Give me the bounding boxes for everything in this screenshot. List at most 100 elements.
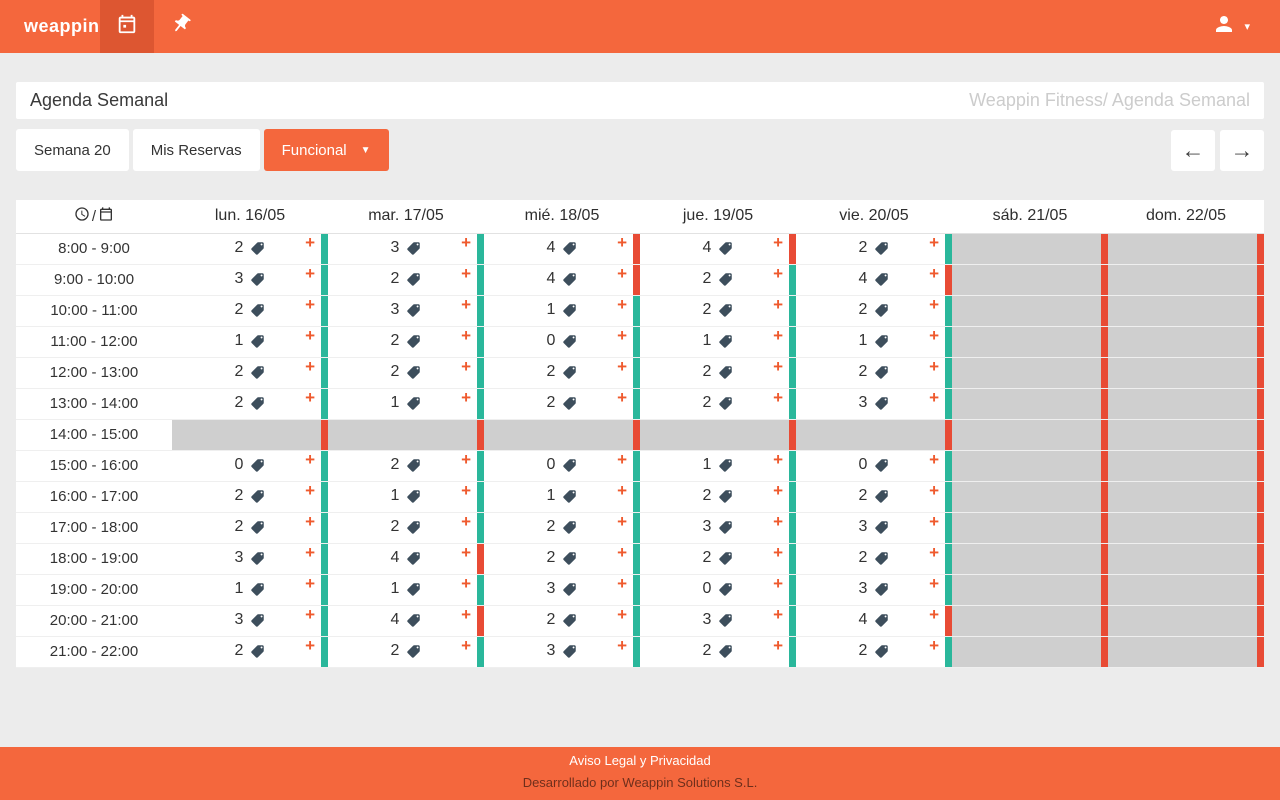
booking-count: 3 — [858, 394, 868, 412]
add-booking-button[interactable]: + — [305, 480, 315, 500]
add-booking-button[interactable]: + — [929, 294, 939, 314]
add-booking-button[interactable]: + — [617, 449, 627, 469]
add-booking-button[interactable]: + — [305, 387, 315, 407]
legal-privacy-link[interactable]: Aviso Legal y Privacidad — [569, 753, 711, 768]
add-booking-button[interactable]: + — [461, 387, 471, 407]
class-slot-cell: 4 + — [484, 232, 640, 265]
booking-count: 3 — [234, 611, 244, 629]
booking-count: 2 — [546, 394, 556, 412]
time-slot-label: 8:00 - 9:00 — [16, 233, 172, 265]
availability-stripe — [789, 543, 796, 574]
add-booking-button[interactable]: + — [773, 356, 783, 376]
add-booking-button[interactable]: + — [461, 449, 471, 469]
user-menu-caret-icon[interactable]: ▾ — [1244, 21, 1250, 33]
add-booking-button[interactable]: + — [929, 480, 939, 500]
add-booking-button[interactable]: + — [305, 263, 315, 283]
add-booking-button[interactable]: + — [305, 635, 315, 655]
tag-icon — [406, 458, 421, 473]
add-booking-button[interactable]: + — [461, 480, 471, 500]
add-booking-button[interactable]: + — [773, 573, 783, 593]
add-booking-button[interactable]: + — [617, 294, 627, 314]
add-booking-button[interactable]: + — [305, 294, 315, 314]
add-booking-button[interactable]: + — [305, 232, 315, 252]
add-booking-button[interactable]: + — [461, 263, 471, 283]
availability-stripe — [945, 419, 952, 450]
add-booking-button[interactable]: + — [461, 511, 471, 531]
add-booking-button[interactable]: + — [773, 325, 783, 345]
add-booking-button[interactable]: + — [461, 635, 471, 655]
my-reservations-button[interactable]: Mis Reservas — [132, 129, 260, 171]
add-booking-button[interactable]: + — [305, 573, 315, 593]
add-booking-button[interactable]: + — [461, 232, 471, 252]
add-booking-button[interactable]: + — [617, 263, 627, 283]
class-slot-cell: 2 + — [796, 356, 952, 389]
booking-count: 1 — [390, 487, 400, 505]
add-booking-button[interactable]: + — [929, 604, 939, 624]
add-booking-button[interactable]: + — [929, 449, 939, 469]
add-booking-button[interactable]: + — [773, 635, 783, 655]
add-booking-button[interactable]: + — [305, 325, 315, 345]
tag-icon — [718, 520, 733, 535]
add-booking-button[interactable]: + — [773, 387, 783, 407]
add-booking-button[interactable]: + — [461, 604, 471, 624]
availability-stripe — [789, 450, 796, 481]
next-week-button[interactable]: → — [1220, 129, 1264, 171]
nav-tab-agenda[interactable] — [100, 0, 154, 53]
previous-week-button[interactable]: ← — [1171, 129, 1215, 171]
add-booking-button[interactable]: + — [773, 480, 783, 500]
add-booking-button[interactable]: + — [929, 511, 939, 531]
availability-stripe — [477, 233, 484, 264]
add-booking-button[interactable]: + — [305, 542, 315, 562]
add-booking-button[interactable]: + — [617, 573, 627, 593]
add-booking-button[interactable]: + — [461, 573, 471, 593]
add-booking-button[interactable]: + — [929, 573, 939, 593]
add-booking-button[interactable]: + — [617, 604, 627, 624]
add-booking-button[interactable]: + — [305, 511, 315, 531]
add-booking-button[interactable]: + — [929, 635, 939, 655]
add-booking-button[interactable]: + — [773, 232, 783, 252]
add-booking-button[interactable]: + — [461, 294, 471, 314]
add-booking-button[interactable]: + — [929, 387, 939, 407]
availability-stripe — [321, 636, 328, 667]
add-booking-button[interactable]: + — [305, 604, 315, 624]
nav-tab-pin[interactable] — [154, 0, 208, 53]
add-booking-button[interactable]: + — [617, 542, 627, 562]
add-booking-button[interactable]: + — [617, 511, 627, 531]
add-booking-button[interactable]: + — [929, 356, 939, 376]
add-booking-button[interactable]: + — [617, 232, 627, 252]
class-slot-cell: 3 + — [484, 573, 640, 606]
closed-slot-cell — [328, 419, 484, 451]
closed-slot-cell — [796, 419, 952, 451]
add-booking-button[interactable]: + — [929, 263, 939, 283]
add-booking-button[interactable]: + — [617, 387, 627, 407]
week-button[interactable]: Semana 20 — [16, 129, 129, 171]
add-booking-button[interactable]: + — [617, 635, 627, 655]
add-booking-button[interactable]: + — [773, 511, 783, 531]
booking-count: 4 — [858, 611, 868, 629]
tag-icon — [874, 551, 889, 566]
add-booking-button[interactable]: + — [305, 356, 315, 376]
add-booking-button[interactable]: + — [461, 325, 471, 345]
add-booking-button[interactable]: + — [929, 542, 939, 562]
add-booking-button[interactable]: + — [773, 294, 783, 314]
availability-stripe — [321, 574, 328, 605]
closed-slot-cell — [1108, 605, 1264, 637]
availability-stripe — [477, 357, 484, 388]
add-booking-button[interactable]: + — [305, 449, 315, 469]
user-icon[interactable] — [1212, 12, 1236, 41]
tag-icon — [562, 644, 577, 659]
add-booking-button[interactable]: + — [773, 263, 783, 283]
add-booking-button[interactable]: + — [773, 449, 783, 469]
activity-filter-dropdown[interactable]: Funcional ▼ — [263, 129, 389, 171]
add-booking-button[interactable]: + — [461, 542, 471, 562]
add-booking-button[interactable]: + — [617, 480, 627, 500]
add-booking-button[interactable]: + — [773, 604, 783, 624]
add-booking-button[interactable]: + — [461, 356, 471, 376]
add-booking-button[interactable]: + — [773, 542, 783, 562]
time-slot-label: 17:00 - 18:00 — [16, 512, 172, 544]
add-booking-button[interactable]: + — [617, 356, 627, 376]
add-booking-button[interactable]: + — [929, 232, 939, 252]
add-booking-button[interactable]: + — [929, 325, 939, 345]
add-booking-button[interactable]: + — [617, 325, 627, 345]
class-slot-cell: 1 + — [640, 449, 796, 482]
